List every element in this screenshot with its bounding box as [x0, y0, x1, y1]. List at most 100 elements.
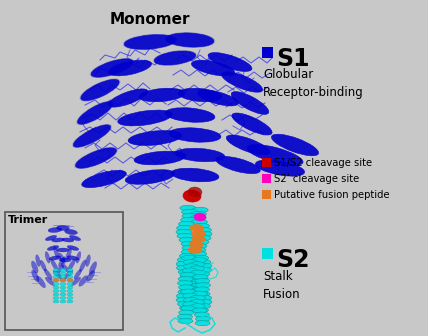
- Ellipse shape: [178, 301, 193, 307]
- Ellipse shape: [89, 262, 97, 275]
- Ellipse shape: [36, 276, 45, 288]
- Ellipse shape: [194, 213, 206, 221]
- Ellipse shape: [178, 285, 193, 290]
- Ellipse shape: [182, 281, 198, 287]
- Ellipse shape: [192, 207, 208, 213]
- Ellipse shape: [175, 148, 225, 162]
- Ellipse shape: [190, 299, 205, 305]
- Text: Stalk
Fusion: Stalk Fusion: [263, 270, 300, 301]
- Ellipse shape: [32, 270, 39, 282]
- Ellipse shape: [118, 110, 172, 126]
- Text: Trimer: Trimer: [8, 215, 48, 225]
- Bar: [5, 212, 123, 330]
- Ellipse shape: [191, 243, 207, 249]
- Ellipse shape: [196, 267, 211, 273]
- Ellipse shape: [178, 281, 193, 286]
- Ellipse shape: [190, 262, 205, 267]
- Ellipse shape: [190, 295, 205, 300]
- Ellipse shape: [67, 296, 73, 299]
- Ellipse shape: [51, 259, 58, 271]
- Ellipse shape: [76, 252, 81, 263]
- Ellipse shape: [189, 241, 203, 248]
- Ellipse shape: [184, 297, 199, 303]
- Ellipse shape: [66, 248, 71, 260]
- Ellipse shape: [91, 59, 133, 77]
- Ellipse shape: [176, 297, 192, 303]
- Bar: [262, 174, 271, 183]
- Ellipse shape: [182, 213, 198, 219]
- Ellipse shape: [196, 299, 212, 305]
- Ellipse shape: [134, 151, 186, 165]
- Ellipse shape: [182, 268, 197, 273]
- Ellipse shape: [45, 235, 57, 241]
- Ellipse shape: [53, 270, 62, 279]
- Ellipse shape: [67, 256, 79, 260]
- Ellipse shape: [67, 286, 73, 289]
- Text: S2: S2: [276, 248, 309, 272]
- Ellipse shape: [178, 277, 193, 282]
- Ellipse shape: [196, 283, 211, 288]
- Ellipse shape: [179, 237, 195, 243]
- Ellipse shape: [196, 295, 212, 301]
- Ellipse shape: [31, 261, 38, 273]
- Ellipse shape: [44, 269, 52, 280]
- Ellipse shape: [53, 296, 59, 299]
- Ellipse shape: [194, 271, 210, 277]
- Ellipse shape: [60, 296, 66, 299]
- Ellipse shape: [190, 215, 206, 221]
- Ellipse shape: [67, 279, 73, 282]
- Ellipse shape: [67, 268, 73, 271]
- Ellipse shape: [195, 235, 211, 241]
- Ellipse shape: [188, 247, 202, 254]
- Ellipse shape: [247, 144, 303, 165]
- Ellipse shape: [182, 245, 198, 251]
- Ellipse shape: [183, 293, 198, 298]
- Text: S1/S2 cleavage site: S1/S2 cleavage site: [274, 158, 372, 168]
- Ellipse shape: [61, 263, 69, 273]
- Ellipse shape: [82, 170, 126, 187]
- Ellipse shape: [53, 286, 59, 289]
- Ellipse shape: [195, 321, 210, 326]
- Ellipse shape: [178, 269, 194, 275]
- Ellipse shape: [176, 229, 192, 235]
- Ellipse shape: [128, 130, 182, 145]
- Ellipse shape: [67, 290, 73, 293]
- Bar: [262, 47, 273, 58]
- Ellipse shape: [86, 270, 95, 282]
- Ellipse shape: [74, 269, 82, 279]
- Ellipse shape: [166, 33, 214, 47]
- Ellipse shape: [165, 108, 215, 122]
- Ellipse shape: [196, 316, 211, 322]
- Ellipse shape: [67, 276, 73, 279]
- Ellipse shape: [171, 168, 219, 182]
- Ellipse shape: [190, 283, 206, 289]
- Ellipse shape: [54, 247, 59, 258]
- Ellipse shape: [67, 272, 73, 275]
- Ellipse shape: [181, 241, 197, 247]
- Ellipse shape: [177, 233, 193, 239]
- Ellipse shape: [232, 113, 272, 135]
- Ellipse shape: [193, 291, 208, 296]
- Ellipse shape: [192, 230, 206, 237]
- Ellipse shape: [58, 256, 65, 267]
- Ellipse shape: [180, 205, 196, 211]
- Ellipse shape: [108, 60, 152, 76]
- Ellipse shape: [181, 249, 197, 255]
- Ellipse shape: [181, 217, 197, 223]
- Ellipse shape: [47, 246, 59, 250]
- Ellipse shape: [36, 255, 40, 266]
- Ellipse shape: [56, 248, 69, 252]
- Ellipse shape: [183, 190, 201, 202]
- Ellipse shape: [183, 302, 198, 307]
- Ellipse shape: [195, 259, 211, 265]
- Ellipse shape: [67, 279, 73, 282]
- Ellipse shape: [256, 160, 305, 176]
- Ellipse shape: [192, 257, 207, 263]
- Ellipse shape: [178, 221, 195, 227]
- Ellipse shape: [51, 238, 65, 242]
- Ellipse shape: [194, 291, 210, 297]
- Ellipse shape: [178, 289, 194, 295]
- Text: S1: S1: [276, 47, 309, 71]
- Ellipse shape: [196, 231, 212, 237]
- Ellipse shape: [40, 260, 46, 271]
